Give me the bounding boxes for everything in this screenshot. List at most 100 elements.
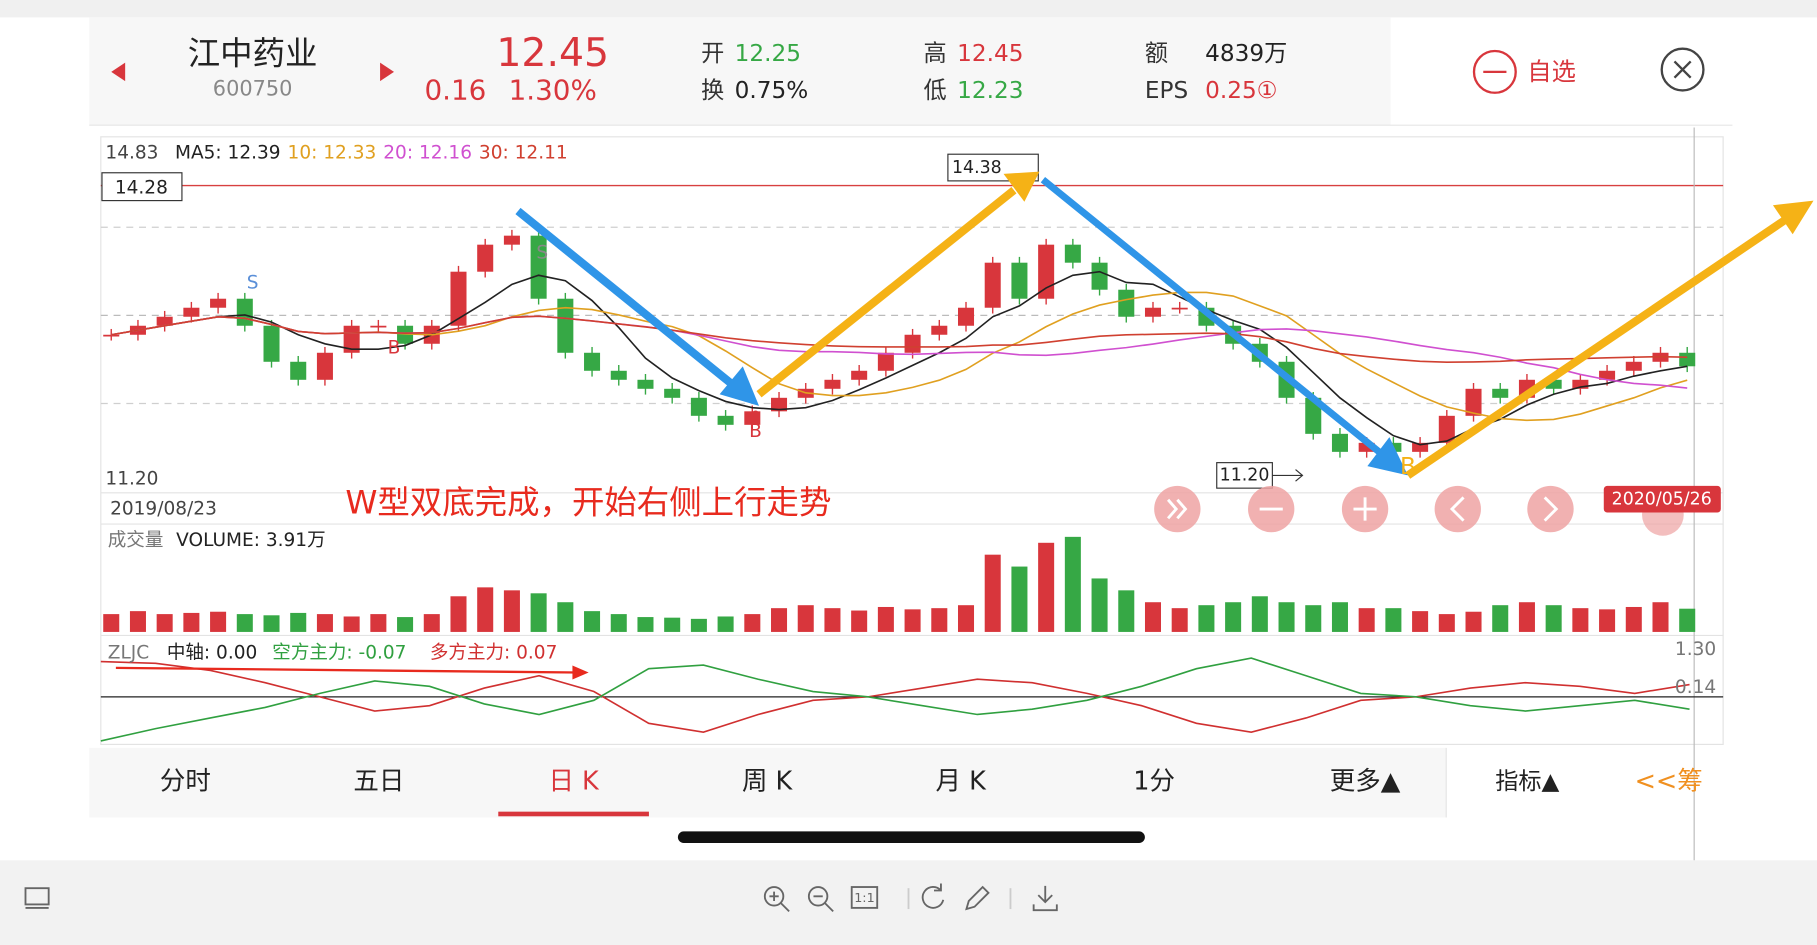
candle-body [851, 370, 868, 380]
zoom-out-icon[interactable] [807, 886, 829, 907]
ma-legend-item: 10: 12.33 [288, 143, 377, 164]
volume-bar [744, 614, 761, 632]
volume-bar [1011, 566, 1028, 632]
trend-arrows [515, 171, 1814, 479]
volume-bar [1278, 602, 1295, 632]
next-stock[interactable] [380, 62, 394, 82]
toolbar-icons [24, 883, 1058, 913]
prev-stock[interactable] [111, 62, 126, 82]
watch-label: 自选 [1527, 57, 1576, 86]
ratio-icon[interactable] [850, 886, 879, 909]
volume-bar [1625, 606, 1642, 632]
candle-body [1465, 388, 1482, 416]
layout-icon[interactable] [24, 887, 50, 906]
candle-body [530, 235, 547, 299]
candle-body [637, 379, 654, 389]
volume-bar [824, 608, 841, 632]
candle-body [771, 397, 788, 412]
ma-legend-item: MA5: 12.39 [175, 143, 281, 164]
candle-body [610, 370, 627, 380]
ref-price-box [101, 172, 183, 202]
close-x [1673, 60, 1692, 79]
arrowhead [572, 665, 589, 680]
control-right[interactable] [1527, 485, 1574, 533]
header-bg [89, 17, 1391, 126]
start-date: 2019/08/23 [110, 499, 217, 520]
tab[interactable]: 五日 [353, 767, 404, 797]
volume-bar [397, 617, 414, 632]
volume-bar [637, 617, 654, 632]
candle-body [1011, 262, 1028, 299]
signal: B [749, 421, 762, 442]
volume-bar [1545, 605, 1562, 632]
zljc-axis-label: 中轴: 0.00 [167, 642, 257, 663]
arrowhead [1003, 171, 1040, 202]
volume-bar [1438, 614, 1455, 632]
tab[interactable]: 日 K [548, 767, 600, 797]
candle-body [904, 334, 921, 353]
volume-bar [210, 611, 227, 632]
indicator-tab[interactable]: 指标▲ [1495, 768, 1559, 795]
control-icon [1543, 496, 1559, 522]
volume-label: 成交量 [108, 530, 164, 551]
volume-bar [263, 615, 280, 632]
volume-bar [1358, 608, 1375, 632]
volume-value: VOLUME: 3.91万 [176, 530, 325, 551]
volume-bar [1198, 605, 1215, 632]
candle-body [1572, 379, 1589, 389]
candle-body [1599, 370, 1616, 380]
candle-body [1545, 379, 1562, 389]
volume-bar [129, 611, 146, 632]
volume-bar [797, 605, 814, 632]
download-icon[interactable] [1032, 885, 1058, 912]
volume-bar [931, 608, 948, 632]
tab[interactable]: 月 K [935, 767, 987, 797]
tab[interactable]: 1分 [1133, 767, 1175, 797]
ma-line [111, 270, 1688, 446]
volume-bar [957, 605, 975, 632]
candle-body [1492, 388, 1509, 398]
candle-body [1625, 361, 1642, 371]
zljc-mid: 0.14 [1675, 677, 1716, 698]
tab[interactable]: 更多▲ [1330, 767, 1401, 797]
tab[interactable]: 周 K [742, 767, 794, 797]
eps-label: EPS [1145, 77, 1188, 104]
pen-icon[interactable] [965, 885, 990, 911]
ref-price: 14.28 [115, 177, 168, 198]
zoom-in-icon[interactable] [763, 886, 785, 907]
signal: S [536, 242, 548, 263]
signal: S [247, 272, 259, 293]
volume-bar [1385, 608, 1402, 632]
annotation: W型双底完成，开始右侧上行走势 [345, 483, 831, 521]
close-button[interactable] [1660, 47, 1705, 92]
volume-bars [103, 536, 1696, 632]
change-pct: 1.30% [509, 74, 597, 107]
volume-bar [690, 618, 707, 632]
volume-bar [450, 596, 467, 632]
volume-bar [664, 617, 681, 632]
volume-bar [1064, 536, 1081, 632]
volume-bar [1412, 611, 1429, 632]
tab[interactable]: 分时 [160, 767, 211, 797]
low-note-arrow [1272, 469, 1304, 482]
volume-bar [1492, 605, 1509, 632]
zljc-short: 空方主力: -0.07 [272, 642, 406, 663]
ma-legend-item: 30: 12.11 [479, 143, 568, 164]
volume-bar [771, 608, 788, 632]
down-arrow [515, 207, 739, 391]
rotate-icon[interactable] [921, 883, 945, 909]
candle-body [263, 325, 280, 362]
volume-bar [1118, 590, 1135, 632]
volume-bar [1679, 608, 1696, 632]
candle-body [1038, 244, 1055, 299]
annotation-arrow [115, 666, 578, 674]
tab-bar [89, 747, 1447, 818]
chips-tab[interactable]: <<筹 [1635, 767, 1703, 797]
control-left[interactable] [1434, 485, 1481, 533]
volume-bar [1305, 605, 1322, 632]
zoom-in-icon [769, 891, 790, 913]
volume-bar [423, 614, 440, 632]
watch-button[interactable]: 自选 [1472, 49, 1576, 94]
volume-bar [877, 606, 894, 632]
